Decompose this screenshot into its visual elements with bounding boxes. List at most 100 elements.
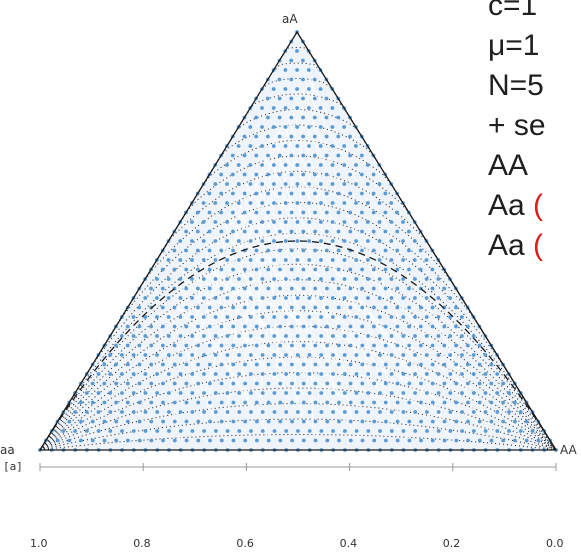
sample-dot (354, 277, 359, 281)
sample-dot (289, 58, 294, 63)
sample-dot (155, 296, 159, 300)
sample-dot (85, 429, 89, 433)
sample-dot (202, 315, 206, 319)
sample-dot (167, 391, 171, 395)
sample-dot (248, 258, 253, 262)
sample-dot (290, 362, 294, 367)
sample-dot (348, 134, 352, 139)
sample-dot (131, 410, 136, 414)
sample-dot (266, 343, 271, 348)
sample-dot (120, 429, 124, 433)
sample-dot (295, 353, 300, 357)
sample-dot (231, 400, 236, 405)
sample-dot (213, 239, 218, 243)
sample-dot (301, 210, 306, 215)
sample-dot (301, 77, 305, 82)
sample-dot (219, 248, 224, 253)
sample-dot (513, 419, 517, 424)
sample-dot (360, 191, 364, 196)
sample-dot (201, 220, 206, 224)
sample-dot (337, 419, 341, 424)
sample-dot (342, 372, 347, 376)
sample-dot (401, 391, 406, 395)
sample-dot (254, 381, 259, 386)
sample-dot (442, 419, 447, 424)
sample-dot (102, 381, 107, 386)
sample-dot (319, 429, 324, 433)
sample-dot (131, 334, 136, 338)
sample-dot (336, 343, 341, 348)
sample-dot (272, 220, 276, 224)
sample-dot (155, 315, 159, 319)
sample-dot (266, 267, 271, 272)
sample-dot (131, 429, 136, 433)
sample-dot (289, 210, 294, 215)
sample-dot (372, 343, 376, 348)
annotation-highlight: ( (533, 189, 544, 222)
sample-dot (283, 239, 288, 243)
sample-dot (166, 372, 171, 376)
sample-dot (383, 324, 388, 329)
sample-dot (466, 400, 470, 405)
sample-dot (61, 429, 66, 433)
sample-dot (430, 286, 435, 291)
sample-dot (137, 343, 142, 348)
flow-line (258, 162, 432, 401)
sample-dot (208, 419, 212, 424)
sample-dot (266, 134, 270, 139)
sample-dot (407, 267, 411, 272)
sample-dot (126, 438, 130, 443)
sample-dot (149, 438, 154, 443)
sample-dot (295, 125, 300, 129)
sample-dot (448, 429, 453, 433)
sample-dot (395, 248, 400, 253)
sample-dot (207, 286, 212, 291)
sample-dot (278, 229, 282, 234)
sample-dot (460, 334, 464, 338)
sample-dot (231, 324, 236, 329)
sample-dot (313, 248, 317, 253)
sample-dot (266, 286, 271, 291)
sample-dot (196, 343, 201, 348)
sample-dot (477, 400, 482, 405)
sample-dot (425, 410, 429, 414)
sample-dot (325, 343, 329, 348)
sample-dot (290, 419, 294, 424)
sample-dot (378, 391, 382, 395)
sample-dot (507, 391, 511, 395)
sample-dot (377, 277, 382, 281)
sample-dot (324, 248, 329, 253)
sample-dot (131, 391, 136, 395)
sample-dot (255, 419, 259, 424)
sample-dot (413, 334, 417, 338)
sample-dot (319, 296, 323, 300)
flow-line (220, 119, 286, 433)
axis-tick-label: 0.0 (546, 537, 564, 550)
sample-dot (401, 372, 406, 376)
sample-dot (324, 153, 329, 158)
sample-dot (377, 201, 382, 205)
sample-dot (377, 220, 382, 224)
sample-dot (196, 419, 201, 424)
sample-dot (125, 324, 130, 329)
flow-line (287, 115, 391, 409)
sample-dot (149, 381, 154, 386)
sample-dot (419, 400, 423, 405)
sample-dot (319, 315, 323, 319)
flow-line (172, 301, 236, 377)
sample-dot (242, 172, 247, 177)
sample-dot (272, 277, 276, 281)
sample-dot (236, 163, 241, 167)
sample-dot (225, 353, 230, 357)
sample-dot (412, 258, 417, 262)
sample-dot (190, 429, 195, 433)
flow-line (216, 230, 418, 377)
sample-dot (360, 305, 365, 310)
sample-dot (84, 410, 89, 414)
sample-dot (307, 201, 311, 205)
sample-dot (231, 286, 236, 291)
sample-dot (395, 343, 400, 348)
sample-dot (306, 68, 311, 72)
sample-dot (260, 315, 265, 319)
parameter-annotations: c=1 μ=1 N=5 + se AA Aa (Aa ( (488, 0, 581, 266)
